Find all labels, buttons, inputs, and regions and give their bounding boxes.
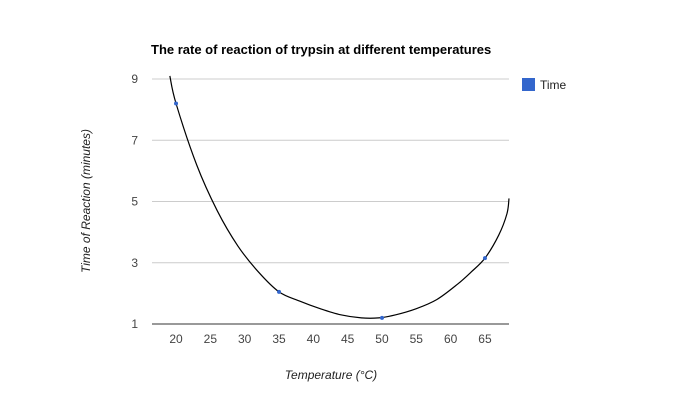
- x-tick-label: 55: [410, 332, 424, 346]
- x-tick-label: 60: [444, 332, 458, 346]
- x-tick-label: 30: [238, 332, 252, 346]
- y-tick-label: 1: [131, 317, 138, 331]
- x-tick-label: 45: [341, 332, 355, 346]
- x-axis-ticks: 20 25 30 35 40 45 50 55 60 65: [169, 332, 492, 346]
- x-tick-label: 50: [375, 332, 389, 346]
- x-tick-label: 65: [478, 332, 492, 346]
- data-point: [174, 101, 179, 106]
- trendline: [169, 75, 510, 319]
- legend-swatch: [522, 78, 535, 91]
- data-point: [379, 315, 384, 320]
- y-tick-label: 7: [131, 133, 138, 147]
- gridlines: [152, 78, 509, 264]
- x-tick-label: 20: [169, 332, 183, 346]
- legend-label: Time: [540, 78, 567, 92]
- x-tick-label: 40: [307, 332, 321, 346]
- data-point: [277, 289, 282, 294]
- x-tick-label: 35: [272, 332, 286, 346]
- data-points: [174, 101, 487, 320]
- y-axis-title: Time of Reaction (minutes): [79, 129, 93, 273]
- data-point: [482, 256, 487, 261]
- y-tick-label: 5: [131, 195, 138, 209]
- y-tick-label: 3: [131, 256, 138, 270]
- y-tick-label: 9: [131, 72, 138, 86]
- legend: Time: [522, 78, 567, 92]
- x-tick-label: 25: [204, 332, 218, 346]
- y-axis-ticks: 1 3 5 7 9: [131, 72, 138, 331]
- chart-title: The rate of reaction of trypsin at diffe…: [151, 42, 491, 57]
- x-axis-title: Temperature (°C): [285, 368, 377, 382]
